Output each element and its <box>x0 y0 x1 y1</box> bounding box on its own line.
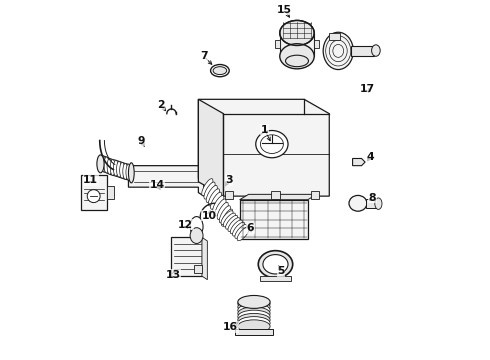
Bar <box>314 40 319 48</box>
Bar <box>224 191 233 199</box>
Ellipse shape <box>204 182 215 199</box>
Ellipse shape <box>202 179 213 196</box>
Text: 7: 7 <box>200 51 208 61</box>
Ellipse shape <box>117 161 122 177</box>
Ellipse shape <box>211 192 221 209</box>
Text: 13: 13 <box>166 270 181 280</box>
Ellipse shape <box>113 160 119 176</box>
Ellipse shape <box>256 131 288 158</box>
Ellipse shape <box>221 211 233 225</box>
Ellipse shape <box>223 213 235 227</box>
Ellipse shape <box>128 163 134 183</box>
Polygon shape <box>198 99 329 196</box>
Ellipse shape <box>104 157 109 173</box>
Ellipse shape <box>238 320 270 333</box>
Ellipse shape <box>323 32 353 69</box>
Bar <box>275 40 280 48</box>
Text: 4: 4 <box>367 152 374 162</box>
Ellipse shape <box>87 190 100 203</box>
Ellipse shape <box>238 296 270 309</box>
Ellipse shape <box>110 159 115 175</box>
Bar <box>172 237 202 276</box>
Ellipse shape <box>230 220 243 234</box>
Ellipse shape <box>233 222 245 236</box>
Polygon shape <box>353 158 365 166</box>
Text: 17: 17 <box>359 84 374 94</box>
Ellipse shape <box>238 317 270 329</box>
Ellipse shape <box>215 199 226 216</box>
Ellipse shape <box>238 307 270 320</box>
Ellipse shape <box>101 156 106 172</box>
Bar <box>311 191 319 199</box>
Ellipse shape <box>280 21 314 45</box>
Text: 1: 1 <box>261 125 269 135</box>
Bar <box>260 276 291 281</box>
Ellipse shape <box>258 251 293 278</box>
Ellipse shape <box>220 206 230 223</box>
Ellipse shape <box>238 310 270 323</box>
Ellipse shape <box>235 225 247 238</box>
Text: 6: 6 <box>246 224 254 233</box>
Ellipse shape <box>286 55 309 67</box>
Text: 3: 3 <box>225 175 233 185</box>
Ellipse shape <box>123 163 128 179</box>
Polygon shape <box>198 99 223 196</box>
Ellipse shape <box>213 67 227 75</box>
Ellipse shape <box>221 209 233 226</box>
Text: 2: 2 <box>157 100 165 110</box>
Polygon shape <box>202 237 207 280</box>
Ellipse shape <box>238 297 270 310</box>
Ellipse shape <box>211 64 229 77</box>
Bar <box>329 33 340 40</box>
Bar <box>81 175 107 211</box>
Text: 10: 10 <box>202 211 217 221</box>
Bar <box>366 199 378 208</box>
Bar <box>351 45 374 55</box>
Ellipse shape <box>238 301 270 314</box>
Bar <box>271 191 280 199</box>
Text: 15: 15 <box>277 5 292 15</box>
Ellipse shape <box>238 314 270 326</box>
Ellipse shape <box>97 155 104 173</box>
Bar <box>107 186 114 199</box>
Text: 9: 9 <box>137 136 145 145</box>
Bar <box>194 265 202 273</box>
Ellipse shape <box>190 228 203 243</box>
Text: 8: 8 <box>368 193 376 203</box>
Ellipse shape <box>208 189 220 206</box>
Ellipse shape <box>238 304 270 317</box>
Ellipse shape <box>228 218 240 231</box>
Ellipse shape <box>237 227 249 241</box>
Ellipse shape <box>225 215 238 229</box>
Ellipse shape <box>217 202 228 219</box>
Text: 14: 14 <box>149 180 165 190</box>
Bar <box>280 33 314 56</box>
Ellipse shape <box>263 255 288 274</box>
Ellipse shape <box>126 164 131 180</box>
Text: 11: 11 <box>83 175 98 185</box>
Text: 12: 12 <box>178 220 194 230</box>
Ellipse shape <box>375 198 382 210</box>
Bar <box>235 329 272 335</box>
Polygon shape <box>240 194 317 200</box>
Ellipse shape <box>213 195 224 213</box>
Text: 5: 5 <box>277 266 285 276</box>
Ellipse shape <box>371 45 380 56</box>
Text: 16: 16 <box>223 322 238 332</box>
Bar <box>240 200 308 239</box>
Ellipse shape <box>280 44 314 69</box>
Polygon shape <box>128 166 204 196</box>
Ellipse shape <box>349 195 367 211</box>
Ellipse shape <box>206 185 218 202</box>
Ellipse shape <box>190 217 203 237</box>
Ellipse shape <box>107 158 112 174</box>
Ellipse shape <box>120 162 124 178</box>
